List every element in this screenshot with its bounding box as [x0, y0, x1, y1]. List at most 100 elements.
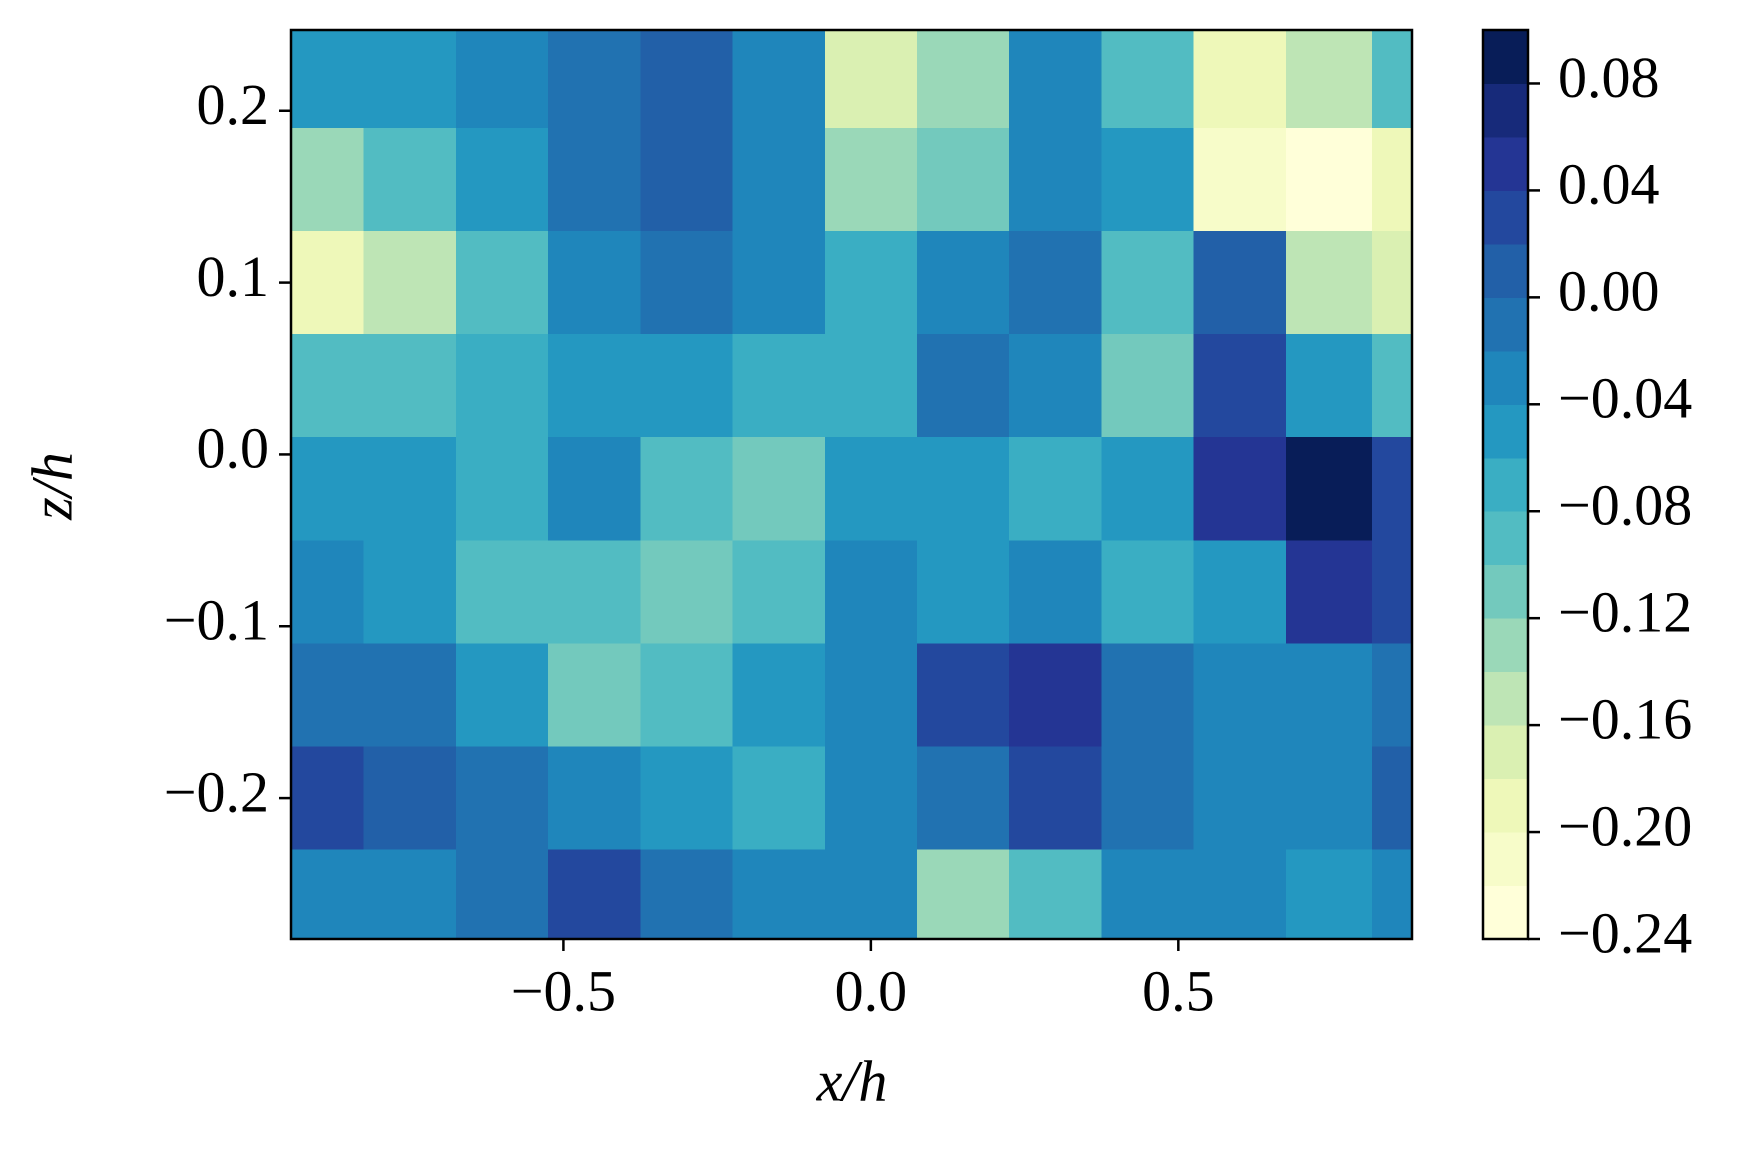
colorbar-band [1483, 30, 1528, 84]
colorbar-tick-label: 0.08 [1558, 45, 1660, 110]
colorbar-band [1483, 190, 1528, 245]
contour-cell [1009, 127, 1102, 232]
contour-cell [1193, 746, 1287, 851]
y-axis-label: z/h [19, 452, 84, 521]
contour-cell [916, 746, 1010, 851]
colorbar-tick-label: 0.04 [1558, 152, 1660, 217]
y-tick-label: −0.2 [164, 759, 269, 824]
x-tick-label: −0.5 [511, 958, 616, 1023]
contour-cell [1101, 849, 1195, 940]
contour-cell [291, 540, 365, 644]
contour-cell [640, 437, 734, 541]
y-tick-label: 0.2 [197, 72, 270, 137]
contour-cell [1285, 643, 1373, 748]
contour-cell [1285, 334, 1373, 438]
contour-cell [363, 334, 457, 438]
contour-cell [548, 849, 641, 940]
x-tick-label: 0.0 [835, 958, 908, 1023]
colorbar-band [1483, 243, 1528, 298]
contour-cell [363, 540, 457, 644]
contour-cell [1372, 849, 1413, 940]
contour-cell [732, 643, 826, 748]
contour-cell [291, 30, 365, 129]
contour-cell [455, 746, 549, 851]
contour-cell [1372, 30, 1413, 129]
contour-cell [1372, 437, 1413, 541]
contour-cell [363, 30, 457, 129]
contour-cell [1193, 231, 1287, 335]
contour-cell [291, 127, 365, 232]
contour-cell [1193, 127, 1287, 232]
contour-cell [1101, 437, 1195, 541]
contour-cell [640, 643, 734, 748]
contour-cell [548, 231, 641, 335]
contour-cell [1285, 127, 1373, 232]
contour-cell [455, 849, 549, 940]
contour-cell [548, 540, 641, 644]
contour-cell [1285, 231, 1373, 335]
contour-cell [1101, 30, 1195, 129]
contour-cell [640, 231, 734, 335]
colorbar-tick-label: −0.16 [1558, 686, 1692, 751]
contour-cell [824, 849, 918, 940]
contour-cell [640, 849, 734, 940]
colorbar-tick-label: −0.12 [1558, 579, 1692, 644]
contour-cell [1101, 334, 1195, 438]
colorbar-frame [1481, 28, 1530, 941]
contour-cell [1009, 30, 1102, 129]
contour-cell [548, 437, 641, 541]
contour-cell [1193, 540, 1287, 644]
y-tick-label: −0.1 [164, 588, 269, 653]
contour-cell [291, 437, 365, 541]
contour-cell [363, 746, 457, 851]
contour-cell [455, 540, 549, 644]
plot-frame [289, 28, 1414, 941]
contour-cell [1372, 540, 1413, 644]
contour-cell [916, 643, 1010, 748]
x-tick-label: 0.5 [1142, 958, 1215, 1023]
contour-cell [640, 334, 734, 438]
contour-cell [291, 231, 365, 335]
contour-cell [1101, 746, 1195, 851]
contour-cell [455, 643, 549, 748]
contour-cell [1009, 643, 1102, 748]
contour-cell [1009, 334, 1102, 438]
contour-cell [291, 643, 365, 748]
y-tick-label: 0.1 [197, 244, 270, 309]
contour-cell [1009, 746, 1102, 851]
contour-cell [824, 437, 918, 541]
contour-cell [1193, 437, 1287, 541]
contour-cell [1372, 127, 1413, 232]
contour-cell [824, 334, 918, 438]
colorbar-band [1483, 511, 1528, 566]
contour-cell [363, 437, 457, 541]
contour-cell [1285, 30, 1373, 129]
colorbar-band [1483, 618, 1528, 673]
contour-cell [916, 437, 1010, 541]
colorbar-band [1483, 297, 1528, 352]
contour-cell [1101, 643, 1195, 748]
contour-cell [916, 849, 1010, 940]
colorbar-tick-label: −0.08 [1558, 473, 1692, 538]
contour-cell [363, 643, 457, 748]
contour-cell [916, 334, 1010, 438]
contour-cell [640, 127, 734, 232]
contour-cell [916, 231, 1010, 335]
contour-cell [1285, 437, 1373, 541]
contour-cell [1372, 746, 1413, 851]
colorbar-tick-label: −0.24 [1558, 900, 1692, 965]
contour-cell [824, 127, 918, 232]
contour-cell [455, 30, 549, 129]
contour-field [291, 30, 1413, 940]
contour-cell [548, 746, 641, 851]
contour-cell [363, 127, 457, 232]
contour-cell [363, 849, 457, 940]
contour-cell [916, 127, 1010, 232]
colorbar-tick-label: 0.00 [1558, 259, 1660, 324]
colorbar-band [1483, 671, 1528, 726]
colorbar-band [1483, 832, 1528, 887]
contour-cell [916, 540, 1010, 644]
contour-cell [824, 540, 918, 644]
contour-cell [732, 540, 826, 644]
